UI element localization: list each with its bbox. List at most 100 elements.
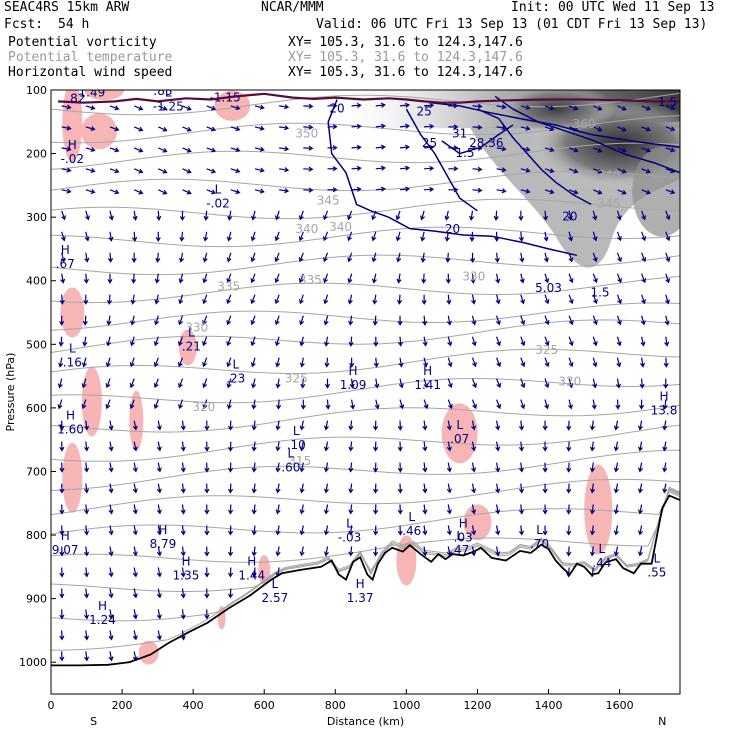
wind-vector: [179, 210, 186, 221]
wind-vector: [108, 420, 114, 431]
pv-extremum-kind: H: [659, 389, 668, 403]
wind-vector: [589, 483, 596, 494]
wind-vector: [544, 294, 550, 305]
wind-vector: [446, 294, 452, 305]
pv-extremum: H8.79: [150, 523, 177, 551]
wind-vector: [495, 441, 501, 452]
wind-vector: [495, 525, 501, 536]
wind-vector: [613, 441, 619, 452]
wind-vector: [348, 336, 354, 347]
wind-vector: [82, 315, 88, 326]
wind-vector: [348, 315, 354, 326]
pv-contour-label: 28.36: [469, 136, 503, 150]
wind-vector: [398, 378, 404, 389]
pv-contour-line: [441, 124, 514, 155]
wind-vector: [57, 399, 63, 410]
wind-vector: [182, 126, 192, 132]
wind-vector: [542, 525, 548, 536]
pv-extremum: H9.07: [52, 529, 79, 557]
wind-vector: [372, 525, 379, 536]
wind-vector: [227, 567, 234, 578]
wind-vector: [178, 399, 184, 410]
wind-vector: [469, 252, 476, 263]
wind-vector: [519, 252, 525, 263]
wind-vector: [470, 273, 476, 284]
wind-vector: [250, 252, 256, 263]
wind-vector: [279, 125, 290, 131]
plot-frame: [50, 89, 681, 695]
wind-vector: [396, 273, 402, 284]
wind-vector: [568, 231, 574, 242]
wind-vector: [251, 210, 257, 221]
wind-vector: [251, 567, 257, 578]
y-tick-label: 500: [26, 338, 47, 351]
wind-vector: [641, 273, 647, 284]
pv-extremum-kind: L: [160, 70, 167, 84]
wind-vector: [84, 651, 90, 662]
wind-vector: [518, 231, 524, 242]
y-tick-label: 400: [26, 275, 47, 288]
wind-vector: [274, 315, 280, 326]
wind-vector: [422, 504, 428, 515]
wind-vector: [108, 504, 114, 515]
wind-vector: [566, 483, 572, 494]
wind-vector: [518, 210, 524, 221]
wind-vector: [616, 210, 622, 221]
wind-vector: [153, 336, 159, 347]
wind-vector: [469, 231, 475, 242]
wind-vector: [254, 125, 265, 131]
wind-vector: [471, 525, 477, 536]
wind-vector: [132, 504, 138, 515]
theta-contour-label: 340: [329, 220, 352, 234]
wind-vector: [422, 483, 428, 494]
theta-contour-line: [51, 424, 680, 462]
wind-vector: [303, 166, 314, 172]
wind-vector: [348, 483, 354, 494]
wind-vector: [639, 378, 645, 389]
wind-vector: [496, 336, 501, 347]
x-tick-label: 1600: [606, 699, 634, 712]
wind-vector: [544, 378, 550, 389]
wind-vector: [423, 378, 429, 389]
pv-extremum: H1.41: [414, 364, 441, 392]
wind-vector: [665, 105, 676, 111]
wind-vector: [108, 231, 114, 242]
y-tick-label: 100: [26, 84, 47, 97]
wind-vector: [566, 441, 572, 452]
field-theta-xy: XY= 105.3, 31.6 to 124.3,147.6: [288, 50, 523, 65]
pv-extremum-kind: L: [69, 342, 76, 356]
wind-vector: [662, 462, 668, 473]
wind-vector: [274, 231, 280, 242]
wind-vector: [84, 525, 90, 536]
wind-vector: [471, 462, 477, 473]
wind-vector: [108, 609, 114, 620]
pv-extremum: L.83: [153, 70, 172, 98]
wind-vector: [204, 546, 210, 557]
wind-vector: [637, 441, 644, 452]
wind-vector: [202, 315, 208, 326]
wind-vector: [664, 336, 670, 347]
negative-pv-patch: [178, 329, 197, 366]
wind-vector: [251, 378, 257, 389]
wind-vector: [85, 210, 90, 221]
wind-vector: [613, 525, 619, 536]
theta-contour-label: 325: [285, 371, 308, 385]
wind-vector: [84, 567, 90, 578]
pv-extremum-value: .07: [450, 432, 469, 446]
pv-contour-label: 1.5: [658, 95, 677, 109]
negative-pv-patch: [129, 390, 144, 451]
pv-extremum-kind: H: [247, 555, 256, 569]
wind-vector: [158, 189, 168, 195]
wind-vector: [496, 104, 507, 110]
wind-vector: [158, 147, 168, 153]
wind-vector: [662, 420, 668, 431]
pv-extremum-value: 1.37: [347, 591, 374, 605]
x-tick-label: 1000: [392, 699, 420, 712]
wind-vector: [226, 252, 232, 263]
wind-vector: [250, 357, 256, 368]
theta-contour-line: [51, 319, 680, 353]
wind-vector: [421, 294, 427, 305]
wind-vector: [542, 504, 548, 515]
pv-extremum: L-.03: [338, 516, 361, 544]
south-end-label: S: [90, 715, 97, 728]
